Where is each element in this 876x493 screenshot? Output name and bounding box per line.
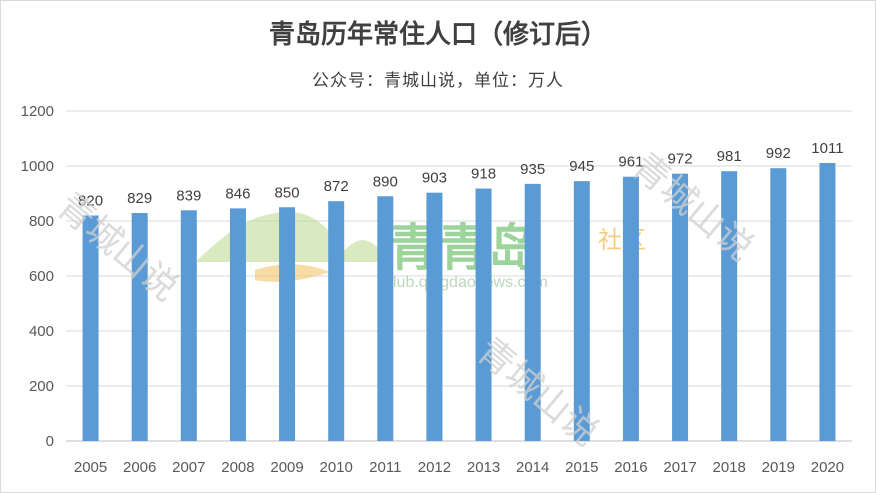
data-label-2007: 839 [176, 187, 201, 204]
chart-subtitle: 公众号：青城山说，单位：万人 [312, 71, 564, 91]
x-tick-label: 2017 [663, 459, 696, 476]
data-label-2020: 1011 [811, 140, 843, 157]
data-labels: 820 829 839 846 850 872 890 903 918 935 945 961 972 9… [78, 140, 844, 210]
bar-2020 [819, 162, 836, 441]
watermarks: 青城山说 青城山说 青城山说 [49, 145, 761, 454]
data-label-2009: 850 [275, 184, 300, 201]
x-tick-label: 2006 [123, 459, 156, 476]
x-tick-label: 2007 [172, 459, 205, 476]
x-tick-label: 2016 [614, 459, 647, 476]
bars [82, 162, 836, 441]
x-tick-label: 2013 [467, 459, 500, 476]
data-label-2010: 872 [324, 178, 349, 195]
y-tick-label: 200 [29, 378, 54, 395]
data-label-2011: 890 [373, 173, 398, 190]
gridlines [66, 110, 852, 442]
y-tick-label: 800 [29, 213, 54, 230]
bar-2007 [180, 210, 197, 441]
data-label-2006: 829 [127, 190, 152, 207]
y-tick-label: 1200 [21, 103, 54, 120]
x-tick-label: 2010 [320, 459, 353, 476]
x-tick-label: 2019 [762, 459, 795, 476]
bar-2016 [622, 176, 639, 441]
chart-title: 青岛历年常住人口（修订后） [268, 20, 607, 50]
logo-url-text: club.qingdaonews.com [385, 274, 548, 291]
y-tick-label: 1000 [21, 158, 54, 175]
bar-2005 [82, 215, 99, 441]
y-tick-label: 600 [29, 268, 54, 285]
x-tick-label: 2020 [811, 459, 844, 476]
y-tick-label: 0 [46, 433, 54, 450]
data-label-2016: 961 [618, 154, 643, 171]
y-tick-label: 400 [29, 323, 54, 340]
data-label-2012: 903 [422, 170, 447, 187]
data-label-2014: 935 [520, 161, 545, 178]
bar-2018 [721, 171, 738, 441]
data-label-2005: 820 [78, 193, 103, 210]
x-tick-label: 2011 [369, 459, 401, 476]
bar-2006 [131, 213, 148, 441]
bar-2015 [573, 181, 590, 441]
bar-2014 [524, 183, 541, 441]
x-axis: 2005 2006 2007 2008 2009 2010 2011 2012 2013 2014… [74, 459, 844, 476]
data-label-2018: 981 [717, 148, 742, 165]
y-axis: 0 200 400 600 800 1000 1200 [21, 103, 54, 450]
data-label-2017: 972 [668, 151, 693, 168]
x-tick-label: 2009 [270, 459, 303, 476]
x-tick-label: 2014 [516, 459, 549, 476]
data-label-2008: 846 [225, 185, 250, 202]
bar-2012 [426, 192, 443, 441]
x-tick-label: 2018 [713, 459, 746, 476]
data-label-2019: 992 [766, 145, 791, 162]
bar-2008 [229, 208, 246, 441]
data-label-2015: 945 [569, 158, 594, 175]
bar-2010 [328, 201, 345, 441]
bar-2019 [770, 168, 787, 441]
bar-2011 [377, 196, 394, 441]
bar-2009 [279, 207, 296, 441]
x-tick-label: 2012 [418, 459, 451, 476]
x-tick-label: 2005 [74, 459, 107, 476]
x-tick-label: 2008 [221, 459, 254, 476]
x-tick-label: 2015 [565, 459, 598, 476]
watermark-text-1: 青城山说 [49, 185, 186, 309]
logo-main-text: 青青岛 [388, 219, 538, 277]
bar-2013 [475, 188, 492, 441]
bar-2017 [672, 173, 689, 441]
data-label-2013: 918 [471, 166, 496, 183]
